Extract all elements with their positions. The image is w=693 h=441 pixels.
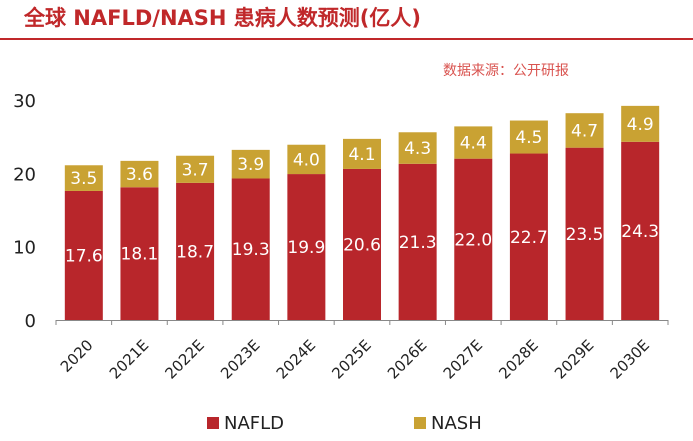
bar-nafld [64, 190, 103, 320]
bar-nash [509, 120, 548, 154]
bar-nash [120, 160, 159, 188]
legend-swatch-nafld [207, 417, 219, 429]
title-divider [0, 38, 693, 40]
x-tick-label: 2030E [607, 336, 653, 382]
bar-label-nash: 4.1 [348, 145, 375, 165]
x-tick-label: 2022E [161, 336, 207, 382]
bar-label-nafld: 17.6 [65, 246, 103, 266]
bar-nash [565, 113, 604, 148]
x-tick-label: 2029E [551, 336, 597, 382]
bar-nafld [565, 147, 604, 320]
legend-label-nafld: NAFLD [224, 413, 284, 434]
bar-labels: 17.6 3.5 18.1 3.6 18.7 3.7 19.3 3.9 19.9 4.0 20.6 4… [65, 115, 659, 267]
bar-label-nafld: 18.1 [121, 245, 159, 265]
bar-label-nafld: 22.7 [510, 228, 548, 248]
bar-nafld [454, 158, 493, 320]
legend: NAFLD NASH [207, 413, 482, 434]
x-tick-label: 2026E [384, 336, 430, 382]
bar-label-nash: 4.9 [627, 115, 654, 135]
bar-nafld [343, 168, 381, 320]
x-tick-label: 2028E [495, 336, 541, 382]
x-axis-ticks: 2020 2021E 2022E 2023E 2024E 2025E 2026E 2027E 2… [55, 320, 669, 383]
bar-nafld [509, 153, 548, 320]
bar-label-nafld: 19.9 [287, 238, 325, 258]
x-tick-label: 2025E [328, 336, 374, 382]
bar-nash [398, 132, 437, 164]
bar-nafld [287, 174, 326, 320]
chart-title: 全球 NAFLD/NASH 患病人数预测(亿人) [24, 6, 421, 30]
bar-label-nash: 3.6 [126, 165, 153, 185]
x-tick-label: 2021E [106, 336, 152, 382]
bar-nafld [120, 187, 159, 320]
bar-label-nafld: 18.7 [176, 242, 214, 262]
legend-label-nash: NASH [431, 413, 482, 434]
bars [64, 105, 660, 320]
bar-label-nash: 4.7 [571, 121, 598, 141]
y-tick-label: 10 [13, 238, 36, 259]
bar-nash [454, 126, 493, 159]
bar-nash [621, 105, 660, 142]
x-tick-label: 2027E [440, 336, 486, 382]
bar-label-nafld: 20.6 [343, 235, 381, 255]
bar-label-nafld: 21.3 [399, 233, 437, 253]
bar-label-nash: 4.3 [404, 139, 431, 159]
bar-nafld [176, 182, 215, 320]
bar-label-nafld: 23.5 [566, 225, 604, 245]
y-axis-ticks: 0 10 20 30 [13, 91, 36, 332]
y-tick-label: 0 [25, 311, 36, 332]
bar-label-nash: 3.5 [70, 169, 97, 189]
bar-label-nash: 3.9 [237, 155, 264, 175]
x-tick-label: 2023E [217, 336, 263, 382]
bar-nafld [231, 178, 270, 320]
y-tick-label: 20 [13, 164, 36, 185]
bar-label-nash: 4.5 [515, 128, 542, 148]
bar-label-nash: 4.4 [460, 134, 487, 154]
bar-nafld [398, 163, 437, 320]
y-tick-label: 30 [13, 91, 36, 112]
bar-nash [287, 144, 326, 175]
bar-nash [343, 138, 381, 169]
source-note: 数据来源：公开研报 [443, 63, 569, 79]
bar-label-nafld: 22.0 [454, 230, 492, 250]
bar-label-nafld: 19.3 [232, 240, 270, 260]
bar-nash [231, 149, 270, 179]
x-tick-label: 2024E [273, 336, 319, 382]
bar-nash [176, 155, 215, 183]
bar-label-nafld: 24.3 [621, 222, 659, 242]
bar-label-nash: 3.7 [182, 160, 209, 180]
legend-swatch-nash [414, 417, 426, 429]
bar-nash [64, 165, 103, 191]
x-tick-label: 2020 [57, 336, 97, 376]
bar-nafld [621, 141, 660, 320]
bar-label-nash: 4.0 [293, 150, 320, 170]
